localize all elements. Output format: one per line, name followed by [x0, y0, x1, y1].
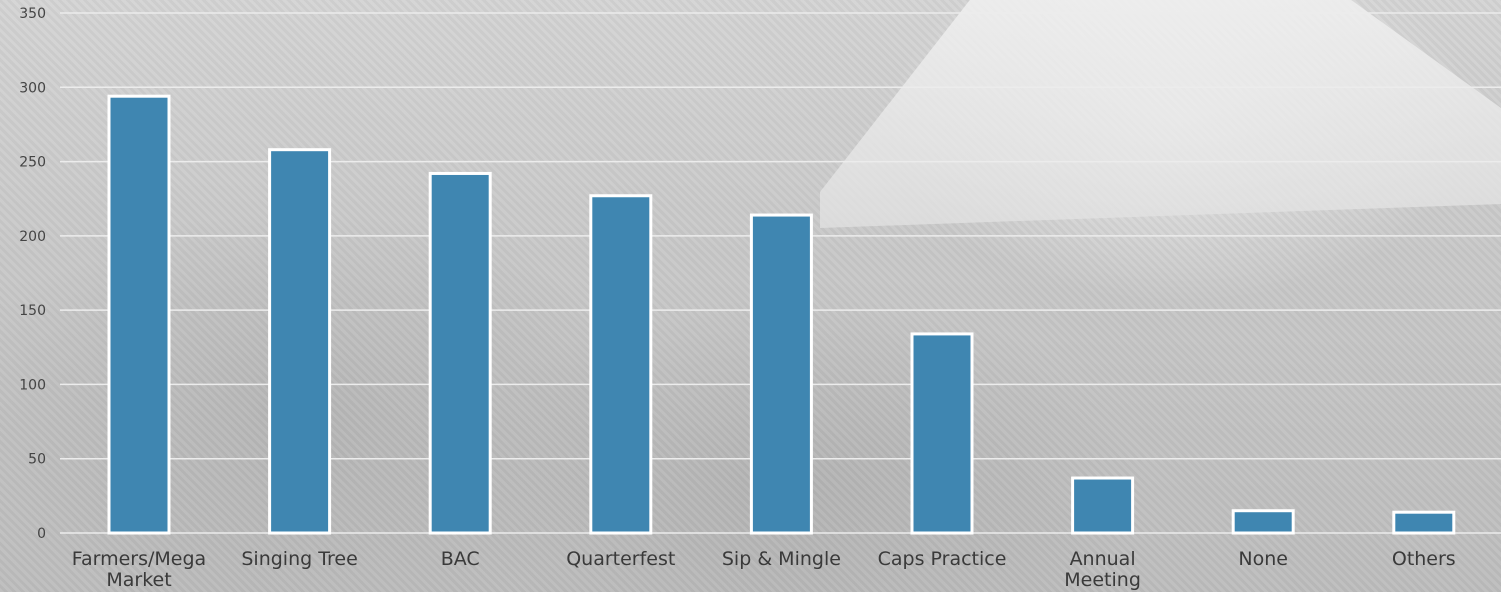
- x-category-label: Caps Practice: [878, 548, 1007, 570]
- x-category-label: Annual Meeting: [1064, 548, 1141, 591]
- y-tick-label: 300: [19, 80, 46, 96]
- x-category-label: BAC: [441, 548, 480, 570]
- x-category-label: Singing Tree: [241, 548, 357, 570]
- y-tick-label: 150: [19, 303, 46, 319]
- bar: [589, 194, 653, 535]
- y-tick-label: 250: [19, 155, 46, 171]
- bar: [1392, 510, 1456, 535]
- bar: [749, 213, 813, 535]
- bar: [1071, 476, 1135, 535]
- y-tick-label: 350: [19, 6, 46, 22]
- x-category-label: Quarterfest: [566, 548, 675, 570]
- x-category-label: None: [1238, 548, 1288, 570]
- y-tick-label: 0: [37, 526, 46, 542]
- bars: [107, 94, 1456, 535]
- y-axis-ticks: 0 50 100 150 200 250 300 350: [19, 6, 46, 542]
- x-category-label: Sip & Mingle: [722, 548, 841, 570]
- y-tick-label: 100: [19, 377, 46, 393]
- bar: [910, 332, 974, 535]
- x-category-label: Farmers/Mega Market: [72, 548, 206, 591]
- bar: [1231, 509, 1295, 535]
- x-category-label: Others: [1392, 548, 1456, 570]
- bar: [268, 148, 332, 535]
- bar: [428, 171, 492, 535]
- x-axis-categories: Farmers/Mega Market Singing Tree BAC Quarter…: [72, 548, 1456, 591]
- bar: [107, 94, 171, 535]
- y-tick-label: 200: [19, 229, 46, 245]
- y-tick-label: 50: [28, 452, 46, 468]
